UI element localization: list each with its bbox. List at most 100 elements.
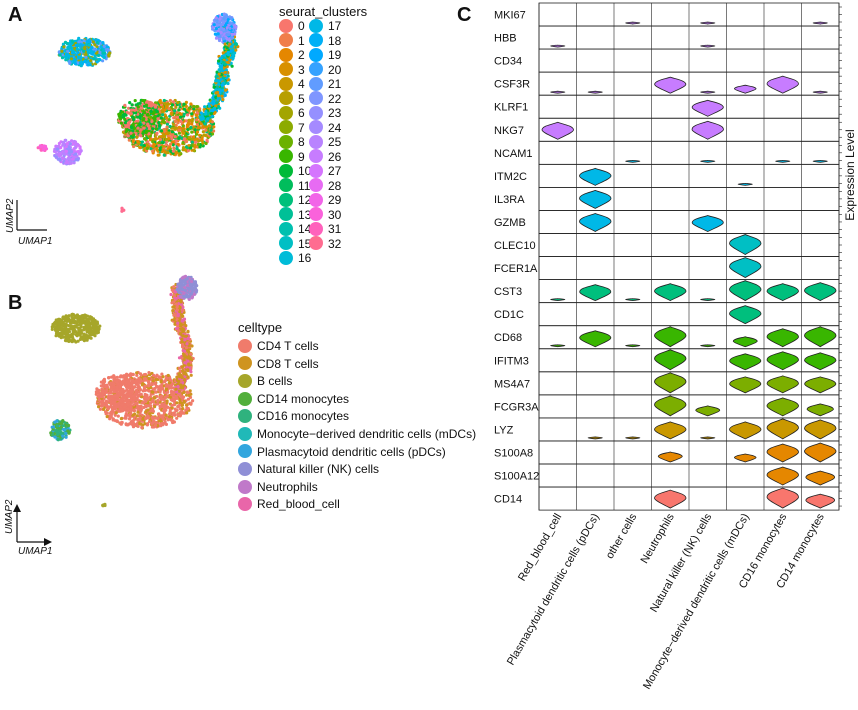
umap-point	[55, 147, 59, 151]
umap-point	[136, 119, 140, 123]
umap-point	[168, 412, 172, 416]
umap-point	[180, 375, 184, 380]
umap-point	[196, 142, 200, 146]
umap-point	[215, 101, 219, 105]
umap-point	[164, 422, 168, 426]
umap-point	[186, 336, 190, 341]
umap-point	[221, 97, 225, 102]
umap-point	[177, 128, 181, 133]
umap-point	[157, 375, 161, 379]
umap-point	[184, 355, 188, 359]
umap-point	[129, 374, 133, 378]
umap-point	[176, 142, 180, 146]
umap-point	[97, 405, 101, 409]
umap-point	[164, 395, 168, 399]
umap-point	[180, 411, 184, 415]
umap-point	[145, 100, 149, 104]
umap-point	[115, 385, 119, 389]
umap-point	[163, 102, 167, 106]
umap-point	[135, 414, 140, 418]
umap-point	[139, 378, 143, 382]
umap-point	[213, 110, 217, 114]
umap-point	[61, 143, 66, 147]
umap-point	[183, 337, 187, 341]
umap-point	[164, 132, 168, 136]
umap-point	[175, 375, 179, 379]
umap-point	[175, 396, 179, 400]
umap-point	[159, 116, 163, 120]
umap-point	[55, 152, 59, 156]
umap-point	[127, 381, 131, 386]
umap-point	[115, 394, 119, 398]
umap-point	[182, 137, 186, 141]
umap-point	[234, 25, 238, 29]
umap-point	[184, 104, 188, 108]
umap-point	[171, 309, 175, 313]
umap-point	[177, 108, 181, 112]
umap-point	[134, 103, 138, 107]
umap-point	[178, 398, 182, 402]
umap-point	[143, 137, 147, 141]
umap-point	[100, 402, 105, 406]
umap-point	[182, 294, 186, 298]
umap-point	[198, 133, 202, 137]
umap-point	[172, 293, 176, 297]
umap-point	[177, 125, 181, 129]
umap-point	[177, 379, 181, 383]
umap-point	[208, 132, 212, 136]
umap-point	[133, 385, 137, 389]
umap-point	[216, 78, 220, 82]
umap-point	[187, 106, 192, 110]
umap-point	[68, 321, 73, 325]
umap-point	[128, 120, 132, 124]
umap-point	[131, 135, 135, 139]
umap-point	[187, 287, 191, 291]
umap-point	[93, 43, 97, 47]
umap-point	[203, 112, 207, 116]
umap-point	[170, 383, 174, 387]
umap-point	[184, 324, 188, 328]
umap-point	[105, 400, 109, 404]
umap-point	[134, 132, 138, 136]
umap-point	[81, 43, 85, 47]
umap-point	[226, 50, 230, 55]
umap-point	[161, 113, 165, 117]
umap-point	[63, 138, 67, 142]
umap-point	[101, 51, 105, 55]
umap-point	[73, 59, 77, 63]
umap-point	[181, 308, 185, 312]
umap-point	[91, 322, 95, 326]
umap-point	[159, 385, 163, 389]
umap-point	[214, 16, 218, 20]
umap-point	[181, 345, 185, 349]
umap-point	[145, 423, 149, 427]
umap-point	[123, 121, 127, 125]
umap-point	[186, 121, 191, 125]
umap-point	[166, 134, 170, 138]
umap-point	[127, 138, 131, 142]
umap-point	[72, 51, 76, 55]
umap-point	[119, 417, 123, 421]
umap-point	[197, 139, 201, 143]
umap-point	[189, 373, 193, 377]
umap-point	[127, 386, 131, 390]
umap-point	[147, 377, 151, 381]
umap-point	[212, 85, 216, 89]
umap-point	[218, 17, 222, 21]
umap-point	[217, 88, 221, 92]
umap-point	[96, 329, 100, 333]
umap-point	[167, 118, 171, 122]
umap-point	[36, 146, 40, 150]
umap-point	[71, 40, 75, 44]
umap-point	[123, 103, 127, 107]
umap-point	[135, 398, 139, 402]
umap-point	[137, 390, 141, 394]
umap-point	[129, 108, 134, 112]
umap-point	[179, 115, 183, 119]
umap-point	[144, 410, 148, 414]
umap-point	[86, 51, 90, 55]
umap-point	[67, 54, 71, 58]
umap-point	[128, 101, 132, 105]
umap-point	[169, 142, 173, 146]
umap-point	[148, 412, 152, 416]
